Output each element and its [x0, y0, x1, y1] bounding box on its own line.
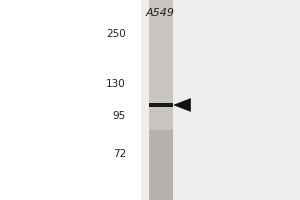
Bar [148, 130, 172, 200]
Text: 130: 130 [106, 79, 126, 89]
Polygon shape [174, 99, 190, 111]
Bar [141, 0, 300, 200]
Bar [148, 103, 172, 107]
Text: 95: 95 [113, 111, 126, 121]
Bar [148, 0, 172, 200]
Text: 250: 250 [106, 29, 126, 39]
Text: 72: 72 [113, 149, 126, 159]
Text: A549: A549 [146, 8, 175, 18]
